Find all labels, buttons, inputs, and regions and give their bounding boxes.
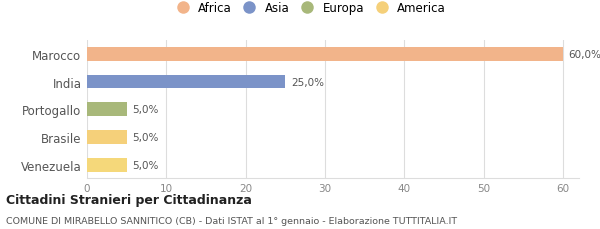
Bar	[87, 103, 127, 117]
Text: 5,0%: 5,0%	[132, 133, 158, 143]
Bar	[87, 47, 563, 61]
Bar	[87, 131, 127, 145]
Text: 25,0%: 25,0%	[291, 77, 324, 87]
Text: Cittadini Stranieri per Cittadinanza: Cittadini Stranieri per Cittadinanza	[6, 193, 252, 206]
Text: COMUNE DI MIRABELLO SANNITICO (CB) - Dati ISTAT al 1° gennaio - Elaborazione TUT: COMUNE DI MIRABELLO SANNITICO (CB) - Dat…	[6, 216, 457, 225]
Text: 5,0%: 5,0%	[132, 161, 158, 170]
Legend: Africa, Asia, Europa, America: Africa, Asia, Europa, America	[167, 0, 449, 19]
Bar	[87, 75, 286, 89]
Bar	[87, 158, 127, 172]
Text: 5,0%: 5,0%	[132, 105, 158, 115]
Text: 60,0%: 60,0%	[569, 49, 600, 59]
